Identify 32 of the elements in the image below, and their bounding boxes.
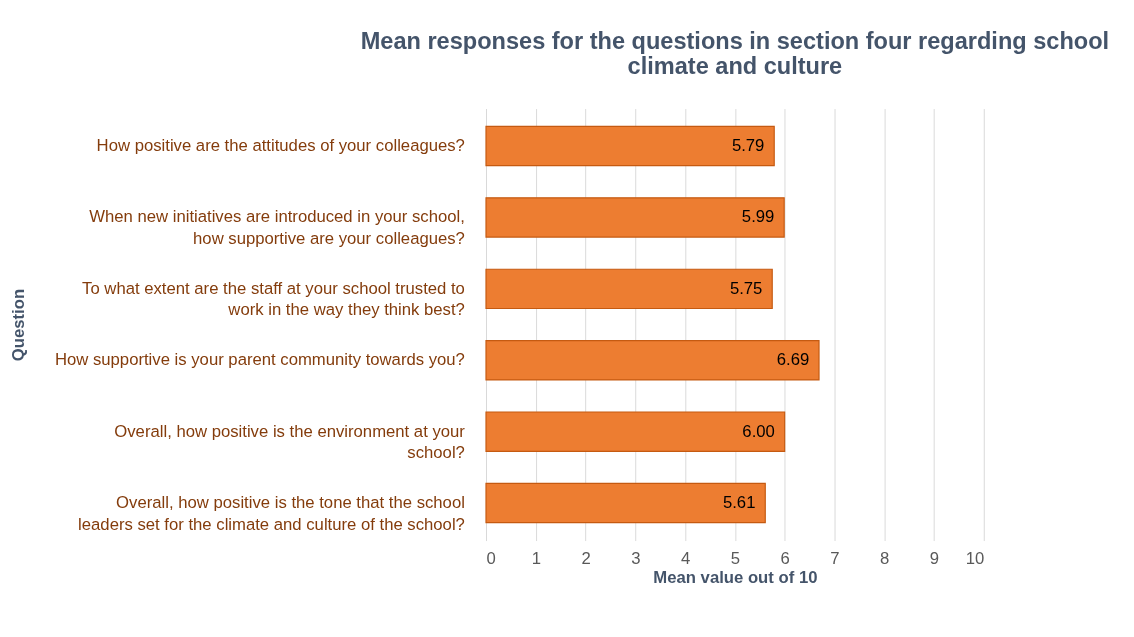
data-label: 5.99 [741, 207, 775, 227]
x-tick-label: 3 [631, 548, 641, 568]
x-tick-label: 4 [680, 548, 691, 568]
x-tick-label: 2 [581, 548, 591, 568]
x-tick-label: 9 [929, 548, 940, 568]
x-tick-label: 10 [965, 548, 985, 568]
data-label: 5.79 [731, 135, 765, 155]
y-tick-label: Overall, how positive is the tone that the school leaders set for the climate and culture of the school? [78, 492, 465, 534]
y-tick-label: Overall, how positive is the environment at your school? [114, 421, 466, 463]
y-tick-label: How supportive is your parent community towards you? [54, 350, 465, 370]
x-axis-title: Mean value out of 10 [653, 568, 818, 588]
data-label: 6.00 [742, 421, 775, 441]
bar [485, 268, 773, 310]
bar [485, 340, 820, 381]
x-tick-label: 7 [830, 548, 840, 568]
x-tick-label: 0 [486, 548, 496, 568]
data-label: 5.61 [722, 492, 756, 512]
chart-title: Mean responses for the questions in section four regarding school climate and culture [360, 27, 1110, 80]
x-tick-label: 8 [880, 548, 890, 568]
x-tick-label: 5 [730, 548, 741, 568]
data-label: 6.69 [776, 350, 810, 370]
bar [485, 411, 786, 452]
y-tick-label: When new initiatives are introduced in your school, how supportive are your colleagues? [89, 207, 465, 248]
bar [485, 482, 766, 524]
data-label: 5.75 [729, 278, 763, 298]
y-tick-label: To what extent are the staff at your school trusted to work in the way they think best? [82, 278, 465, 320]
bar [485, 125, 775, 167]
y-tick-label: How positive are the attitudes of your colleagues? [96, 135, 465, 155]
x-tick-label: 6 [780, 548, 790, 568]
x-tick-label: 1 [531, 548, 541, 568]
bar [485, 197, 785, 238]
y-axis-title: Question [9, 288, 29, 362]
